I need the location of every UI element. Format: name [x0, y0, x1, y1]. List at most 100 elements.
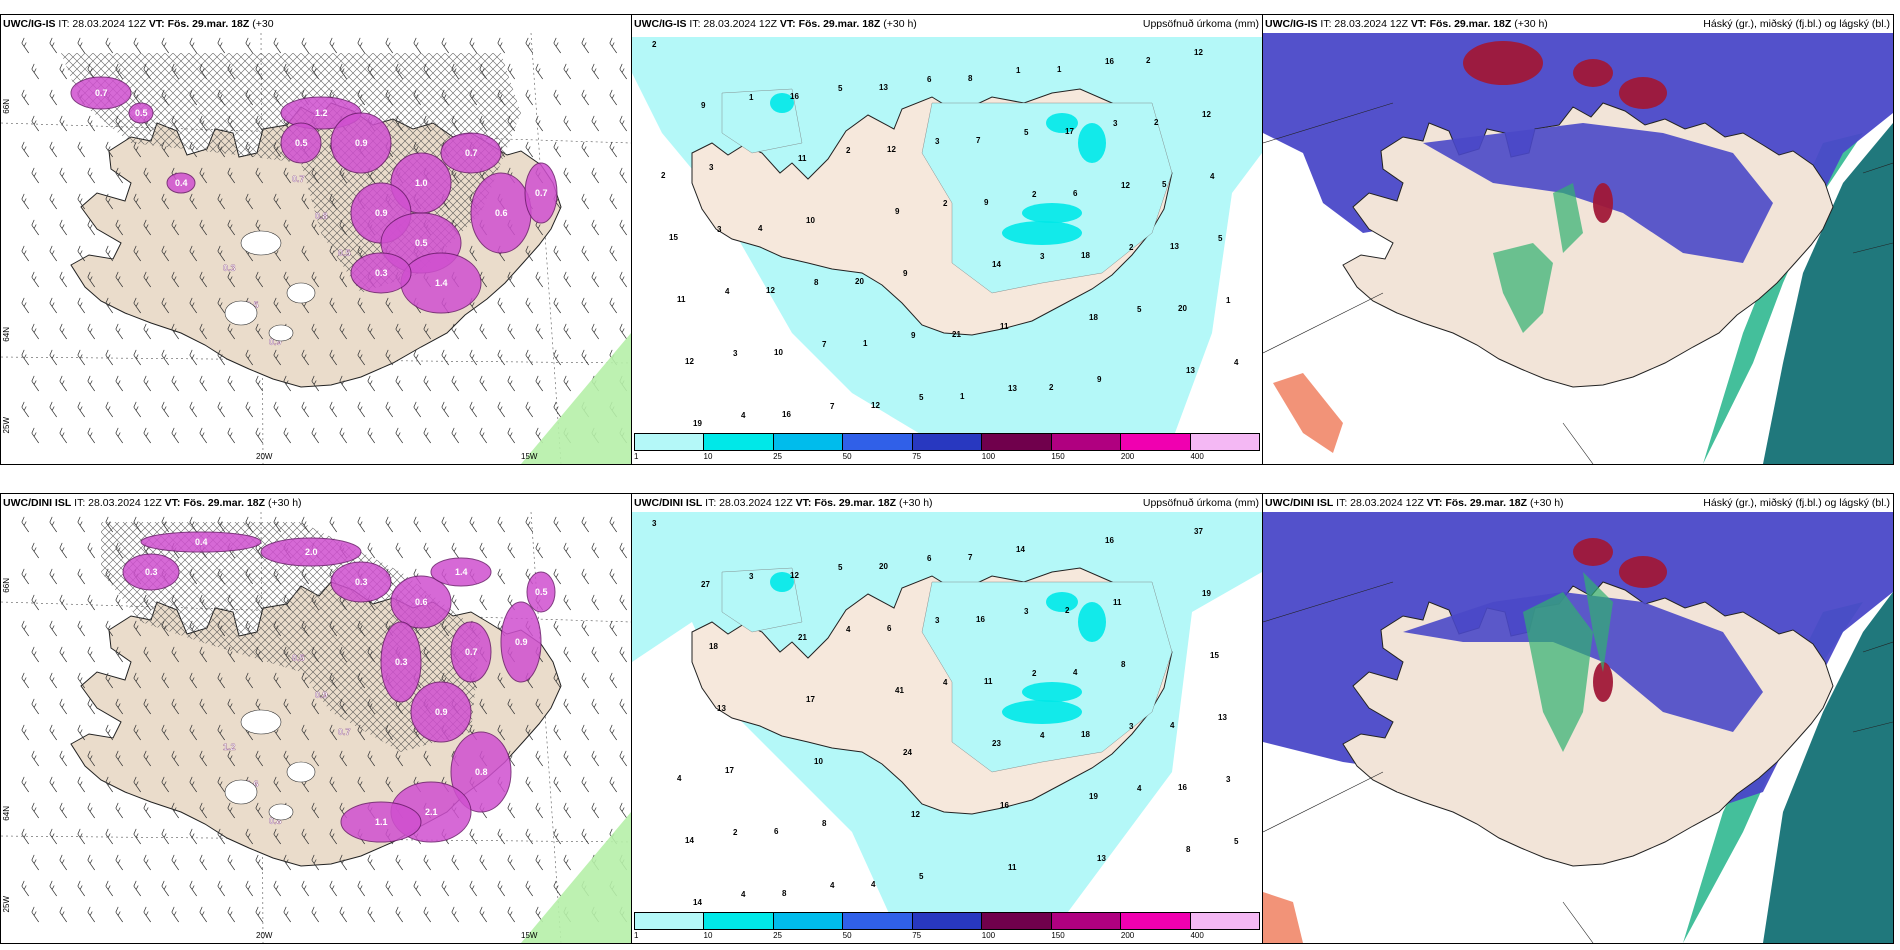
- wind-barb: [525, 297, 533, 314]
- high-cloud-thick-spot: [1593, 662, 1613, 702]
- wind-barb: [385, 401, 393, 418]
- wind-barb: [563, 698, 571, 715]
- colorbar-swatch: [1051, 434, 1122, 450]
- wind-barb: [497, 349, 505, 366]
- wind-barb: [59, 698, 67, 715]
- boundary-line: [1852, 242, 1893, 254]
- blob-value-label: 0.8: [269, 816, 282, 826]
- precip-value-label: 15: [1210, 651, 1219, 660]
- colorbar-swatch: [912, 434, 983, 450]
- wind-barb: [105, 724, 113, 741]
- wind-barb: [507, 854, 515, 871]
- glacier-patch: [268, 803, 294, 821]
- wind-barb: [189, 89, 197, 106]
- wind-barb: [245, 89, 253, 106]
- wind-barb: [385, 724, 393, 741]
- wind-barb: [273, 401, 281, 418]
- wind-barb: [581, 245, 589, 262]
- wind-barb: [311, 375, 319, 392]
- wind-barb: [413, 401, 421, 418]
- lat-label-66n: 66N: [2, 578, 11, 593]
- wind-barb: [609, 776, 617, 793]
- wind-barb: [357, 880, 365, 897]
- wind-barb: [161, 880, 169, 897]
- wind-barb: [143, 906, 151, 923]
- wind-barb: [283, 646, 291, 663]
- icing-intensity-blob: [450, 731, 512, 813]
- wind-barb: [217, 880, 225, 897]
- wind-barb: [581, 672, 589, 689]
- colorbar-swatch: [773, 913, 844, 929]
- wind-barb: [255, 854, 263, 871]
- wind-barb: [339, 323, 347, 340]
- wind-barb: [59, 115, 67, 132]
- precip-value-label: 4: [846, 625, 851, 634]
- wind-barb: [469, 401, 477, 418]
- wind-barb: [479, 698, 487, 715]
- wind-barb: [385, 516, 393, 533]
- precip-value-label: 19: [693, 419, 702, 428]
- wind-barb: [367, 646, 375, 663]
- wind-barb: [171, 427, 179, 444]
- panel-header: UWC/DINI ISL IT: 28.03.2024 12Z VT: Fös.…: [1, 494, 631, 512]
- wind-barb: [245, 516, 253, 533]
- wind-barb: [227, 167, 235, 184]
- precip-value-label: 20: [879, 562, 888, 571]
- precip-value-label: 2: [1032, 190, 1037, 199]
- wind-barb: [563, 542, 571, 559]
- wind-barb: [31, 427, 39, 444]
- wind-barb: [199, 427, 207, 444]
- wind-barb: [357, 37, 365, 54]
- glacier-patch: [286, 282, 316, 304]
- precip-value-label: 6: [927, 75, 932, 84]
- wind-barb: [105, 37, 113, 54]
- precip-value-label: 5: [1024, 128, 1029, 137]
- blob-value-label: 1.0: [415, 178, 428, 188]
- lat-label-66n: 66N: [2, 99, 11, 114]
- wind-barb: [497, 401, 505, 418]
- title-it: IT: 28.03.2024 12Z: [58, 18, 146, 30]
- wind-barb: [217, 349, 225, 366]
- wind-barb: [227, 802, 235, 819]
- wind-barb: [255, 646, 263, 663]
- blob-value-label: 0.9: [375, 208, 388, 218]
- wind-barb: [59, 375, 67, 392]
- icing-intensity-blob: [330, 112, 392, 174]
- precip-value-label: 13: [1218, 713, 1227, 722]
- wind-barb: [77, 776, 85, 793]
- panel-top-left-weather: UWC/IG-IS IT: 28.03.2024 12Z VT: Fös. 29…: [0, 14, 632, 465]
- precip-value-label: 16: [976, 615, 985, 624]
- wind-barb: [143, 750, 151, 767]
- precip-value-label: 16: [790, 92, 799, 101]
- wind-barb: [609, 620, 617, 637]
- wind-barb: [133, 828, 141, 845]
- wind-barb: [553, 724, 561, 741]
- colorbar-swatch: [1190, 434, 1259, 450]
- wind-barb: [339, 750, 347, 767]
- precip-value-label: 14: [685, 836, 694, 845]
- wind-barb: [115, 63, 123, 80]
- wind-barb: [563, 219, 571, 236]
- wind-barb: [255, 427, 263, 444]
- wind-barb: [395, 427, 403, 444]
- wind-barb: [49, 620, 57, 637]
- wind-barb: [161, 193, 169, 210]
- wind-barb: [115, 115, 123, 132]
- wind-barb: [329, 776, 337, 793]
- wind-barb: [227, 375, 235, 392]
- wind-barb: [301, 349, 309, 366]
- glacier-patch: [286, 761, 316, 783]
- wind-barb: [21, 724, 29, 741]
- wind-barb: [87, 271, 95, 288]
- wind-barb: [507, 906, 515, 923]
- precip-value-label: 11: [984, 677, 993, 686]
- wind-barb: [479, 906, 487, 923]
- wind-barb: [31, 750, 39, 767]
- wind-barb: [31, 115, 39, 132]
- blob-value-label: 0.7: [95, 88, 108, 98]
- wind-barb: [217, 776, 225, 793]
- blob-value-label: 0.9: [355, 138, 368, 148]
- wind-barb: [59, 542, 67, 559]
- colorbar: [634, 912, 1260, 930]
- precip-value-label: 3: [749, 572, 754, 581]
